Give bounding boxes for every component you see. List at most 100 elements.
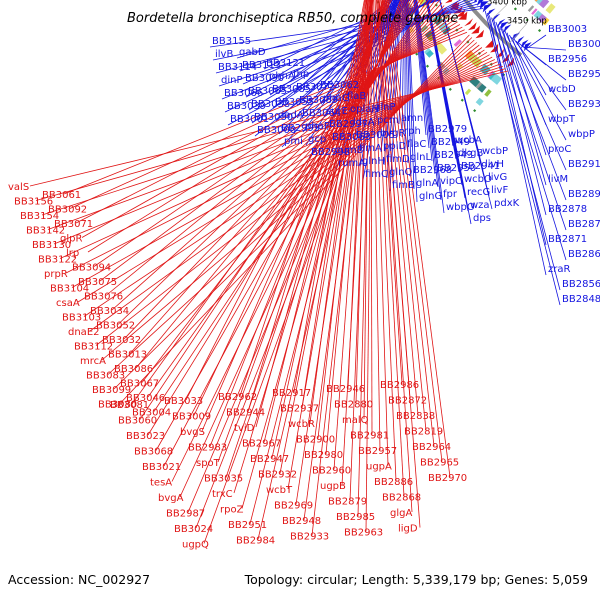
- forward-gene-arrow: [486, 8, 496, 17]
- reverse-label-connector: [376, 0, 405, 497]
- forward-label-connector: [484, 10, 561, 306]
- forward-label-connector: [506, 32, 547, 156]
- forward-gene-arrow: [491, 13, 501, 22]
- forward-gene-arrow: [476, 0, 484, 6]
- reverse-gene-label: tesA: [150, 478, 172, 489]
- forward-gene-label: cumB: [335, 145, 364, 156]
- forward-gene-label: glnG: [419, 191, 442, 202]
- reverse-gene-label: bvgA: [158, 493, 184, 504]
- reverse-gene-label: BB2984: [236, 536, 275, 547]
- forward-gene-label: gcp: [308, 134, 326, 145]
- forward-gene-label: ilvB: [215, 49, 233, 60]
- forward-gene-label: BB2950: [437, 163, 476, 174]
- accession-label: Accession: NC_002927: [8, 572, 151, 587]
- forward-gene-arrow: [479, 1, 489, 10]
- forward-gene-label: BB2856: [562, 279, 600, 290]
- forward-gene-label: wbpT: [548, 114, 576, 125]
- forward-gene-label: glnQ: [389, 167, 412, 178]
- reverse-label-connector: [347, 0, 367, 389]
- forward-label-connector: [516, 40, 547, 96]
- forward-gene-label: BB3038: [251, 99, 290, 110]
- reverse-gene-label: bvgS: [180, 427, 205, 438]
- forward-gene-label: fhp: [293, 69, 309, 80]
- forward-label-connector: [427, 0, 472, 225]
- forward-gene-label: dadA: [278, 110, 304, 121]
- reverse-gene-label: BB2900: [296, 435, 335, 446]
- reverse-gene-label: wcbT: [266, 485, 293, 496]
- forward-gene-label: BB2877: [568, 219, 600, 230]
- forward-gene-label: BB2949: [431, 137, 470, 148]
- position-tick-label: 3450 kbp: [507, 17, 547, 27]
- reverse-gene-label: BB3103: [62, 313, 101, 324]
- forward-label-connector: [439, 0, 493, 210]
- reverse-gene-label: BB3071: [54, 219, 93, 230]
- reverse-gene-arrow: [485, 39, 494, 48]
- reverse-gene-label: BB2937: [280, 404, 319, 415]
- reverse-gene-label: BB3092: [48, 205, 87, 216]
- reverse-gene-label: BB3068: [134, 447, 173, 458]
- forward-label-connector: [416, 0, 445, 214]
- forward-label-connector: [495, 21, 567, 231]
- forward-gene-label: BB3000: [257, 125, 296, 136]
- reverse-gene-label: ugpQ: [182, 540, 209, 551]
- forward-gene-label: BB2941: [461, 161, 500, 172]
- forward-gene-arrow: [520, 39, 529, 49]
- forward-label-connector: [248, 0, 433, 111]
- forward-gene-label: surE: [326, 106, 348, 117]
- reverse-gene-label: BB2838: [396, 411, 435, 422]
- reverse-gene-label: tviD: [234, 423, 255, 434]
- forward-label-connector: [414, 0, 430, 149]
- forward-label-connector: [398, 0, 404, 125]
- reverse-gene-label: BB2932: [258, 470, 297, 481]
- reverse-gene-label: BB3154: [20, 211, 59, 222]
- reverse-gene-label: BB2879: [328, 497, 367, 508]
- forward-gene-label: flaC: [407, 139, 426, 150]
- forward-gene-arrow: [524, 42, 532, 52]
- forward-gene-label: phhA: [269, 71, 295, 82]
- reverse-label-connector: [301, 0, 366, 408]
- reverse-gene-label: dnaE2: [68, 327, 100, 338]
- forward-gene-label: wcbO: [464, 174, 492, 185]
- feature-block: [475, 97, 484, 106]
- feature-block: [537, 0, 550, 9]
- reverse-label-connector: [317, 0, 368, 439]
- forward-gene-label: BB2999: [281, 123, 320, 134]
- reverse-gene-label: BB2985: [336, 512, 375, 523]
- forward-gene-label: glnH: [362, 156, 385, 167]
- forward-gene-label: BB3030: [254, 112, 293, 123]
- forward-gene-label: phaG: [323, 93, 350, 104]
- reverse-gene-arrow: [464, 18, 474, 27]
- reverse-label-connector: [107, 39, 475, 375]
- forward-gene-label: recG: [467, 187, 490, 198]
- forward-gene-label: BB3085: [272, 84, 311, 95]
- forward-gene-label: glnP: [374, 102, 396, 113]
- genome-info-label: Topology: circular; Length: 5,339,179 bp…: [244, 572, 588, 587]
- forward-gene-label: BB3090: [245, 73, 284, 84]
- reverse-gene-label: BB3086: [114, 364, 153, 375]
- forward-label-connector: [509, 34, 567, 141]
- reverse-gene-label: BB2948: [282, 516, 321, 527]
- reverse-label-connector: [341, 0, 370, 486]
- feature-block: [470, 55, 481, 66]
- forward-gene-label: BB3114: [218, 62, 257, 73]
- genome-title: Bordetella bronchiseptica RB50, complete…: [127, 11, 458, 26]
- forward-gene-label: BB3001: [230, 114, 269, 125]
- forward-gene-label: gabD: [239, 47, 266, 58]
- forward-gene-label: BB3066: [224, 88, 263, 99]
- forward-label-connector: [415, 0, 436, 175]
- reverse-label-connector: [113, 37, 473, 390]
- reverse-gene-label: BB2957: [358, 446, 397, 457]
- forward-gene-label: BB2869: [568, 249, 600, 260]
- reverse-label-connector: [101, 42, 478, 361]
- forward-label-connector: [511, 36, 547, 126]
- forward-gene-label: fimC: [365, 169, 388, 180]
- reverse-label-connector: [333, 0, 370, 470]
- reverse-label-connector: [111, 10, 449, 311]
- forward-gene-arrow: [500, 21, 509, 31]
- reverse-gene-label: BB3061: [42, 190, 81, 201]
- forward-gene-label: fpr: [443, 189, 458, 200]
- forward-label-connector: [525, 34, 547, 50]
- forward-gene-label: BB2956: [548, 54, 587, 65]
- forward-gene-label: vipC: [440, 176, 462, 187]
- reverse-gene-label: BB2962: [218, 392, 257, 403]
